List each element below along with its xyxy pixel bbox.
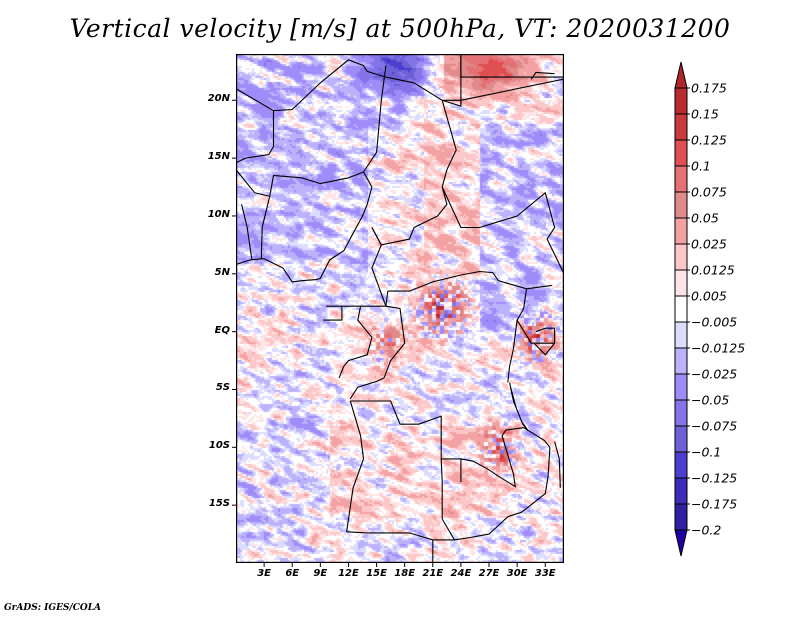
colorbar-label: 0.075: [691, 185, 727, 200]
country-border-line: [509, 382, 529, 432]
colorbar-swatch: [674, 451, 688, 479]
map-overlay: [236, 54, 564, 563]
country-border-line: [516, 288, 555, 344]
country-border-line: [387, 270, 552, 292]
colorbar-swatch: [674, 269, 688, 297]
y-tick-label: 20N: [207, 93, 230, 105]
y-tick-label: 15S: [208, 498, 230, 510]
country-border-line: [442, 78, 564, 101]
country-border-line: [507, 348, 514, 383]
colorbar-swatch: [674, 217, 688, 245]
colorbar-label: −0.075: [691, 419, 737, 434]
y-tick-label: EQ: [214, 324, 230, 336]
colorbar-label: −0.005: [691, 315, 737, 330]
map-panel: [236, 54, 564, 563]
colorbar-swatch: [674, 113, 688, 141]
y-tick-label: 10N: [207, 208, 230, 220]
country-border-line: [350, 400, 462, 482]
colorbar-label: 0.15: [691, 107, 719, 122]
country-border-line: [470, 447, 551, 539]
colorbar: 0.175 0.15 0.125 0.1 0.075 0.05 0.025 0.0125 0.0…: [674, 61, 745, 557]
colorbar-swatch: [674, 139, 688, 167]
country-borders: [236, 54, 564, 563]
country-border-line: [316, 171, 373, 281]
colorbar-label: 0.125: [691, 133, 727, 148]
country-border-line: [363, 65, 387, 173]
colorbar-swatch: [674, 87, 688, 115]
x-tick-label: 3E: [257, 568, 271, 579]
country-border-line: [236, 258, 265, 266]
colorbar-swatch: [674, 477, 688, 505]
colorbar-swatch: [674, 399, 688, 427]
country-border-line: [441, 186, 564, 275]
country-border-line: [530, 71, 555, 80]
country-border-line: [346, 531, 471, 541]
colorbar-label: 0.175: [691, 81, 727, 96]
country-border-line: [323, 306, 343, 321]
x-tick-label: 9E: [313, 568, 328, 579]
country-border-line: [241, 204, 253, 260]
colorbar-label: −0.025: [691, 367, 737, 382]
colorbar-swatch: [674, 191, 688, 219]
colorbar-label: 0.005: [691, 289, 727, 304]
colorbar-label: −0.2: [691, 523, 721, 538]
country-border-line: [338, 306, 373, 379]
country-border-line: [440, 458, 455, 541]
colorbar-label: −0.125: [691, 471, 737, 486]
country-border-line: [460, 427, 524, 488]
x-tick-label: 33E: [534, 568, 556, 579]
country-border-line: [512, 320, 518, 350]
colorbar-label: −0.1: [691, 445, 721, 460]
colorbar-label: 0.025: [691, 237, 727, 252]
colorbar-label: −0.0125: [691, 341, 745, 356]
country-border-line: [349, 305, 406, 400]
chart-title: Vertical velocity [m/s] at 500hPa, VT: 2…: [69, 14, 731, 43]
country-border-line: [263, 258, 317, 283]
colorbar-swatch: [674, 503, 688, 531]
y-tick-label: 10S: [208, 440, 230, 452]
x-tick-label: 21E: [422, 568, 444, 579]
colorbar-swatch: [674, 425, 688, 453]
map-frame: [236, 54, 564, 563]
country-border-line: [236, 59, 368, 112]
country-border-line: [460, 54, 564, 78]
colorbar-extend-min-arrow: [674, 529, 688, 557]
colorbar-label: 0.05: [691, 211, 719, 226]
colorbar-label: 0.1: [691, 159, 711, 174]
country-border-line: [371, 100, 457, 246]
country-border-line: [523, 427, 551, 448]
y-tick-label: 5S: [215, 382, 230, 394]
x-tick-label: 15E: [366, 568, 387, 579]
x-tick-label: 6E: [285, 568, 300, 579]
y-tick-label: 5N: [214, 266, 230, 278]
x-tick-label: 12E: [338, 568, 359, 579]
country-border-line: [533, 327, 556, 356]
colorbar-label: −0.175: [691, 497, 737, 512]
colorbar-swatch: [674, 295, 688, 323]
colorbar-label: −0.05: [691, 393, 729, 408]
country-border-line: [236, 169, 364, 197]
colorbar-swatch: [674, 165, 688, 193]
grads-credit: GrADS: IGES/COLA: [4, 603, 102, 613]
colorbar-swatch: [674, 373, 688, 401]
colorbar-extend-max-arrow: [674, 61, 688, 89]
colorbar-swatch: [674, 347, 688, 375]
x-tick-label: 18E: [394, 568, 416, 579]
x-tick-label: 30E: [506, 568, 528, 579]
country-border-line: [260, 196, 271, 259]
y-tick-label: 15N: [207, 151, 230, 163]
x-tick-label: 27E: [478, 568, 500, 579]
country-border-line: [554, 441, 561, 488]
colorbar-swatch: [674, 243, 688, 271]
country-border-line: [346, 400, 365, 532]
country-border-line: [236, 110, 275, 164]
x-tick-label: 24E: [450, 568, 472, 579]
colorbar-label: 0.0125: [691, 263, 735, 278]
colorbar-swatch: [674, 321, 688, 349]
country-border-line: [371, 227, 389, 307]
